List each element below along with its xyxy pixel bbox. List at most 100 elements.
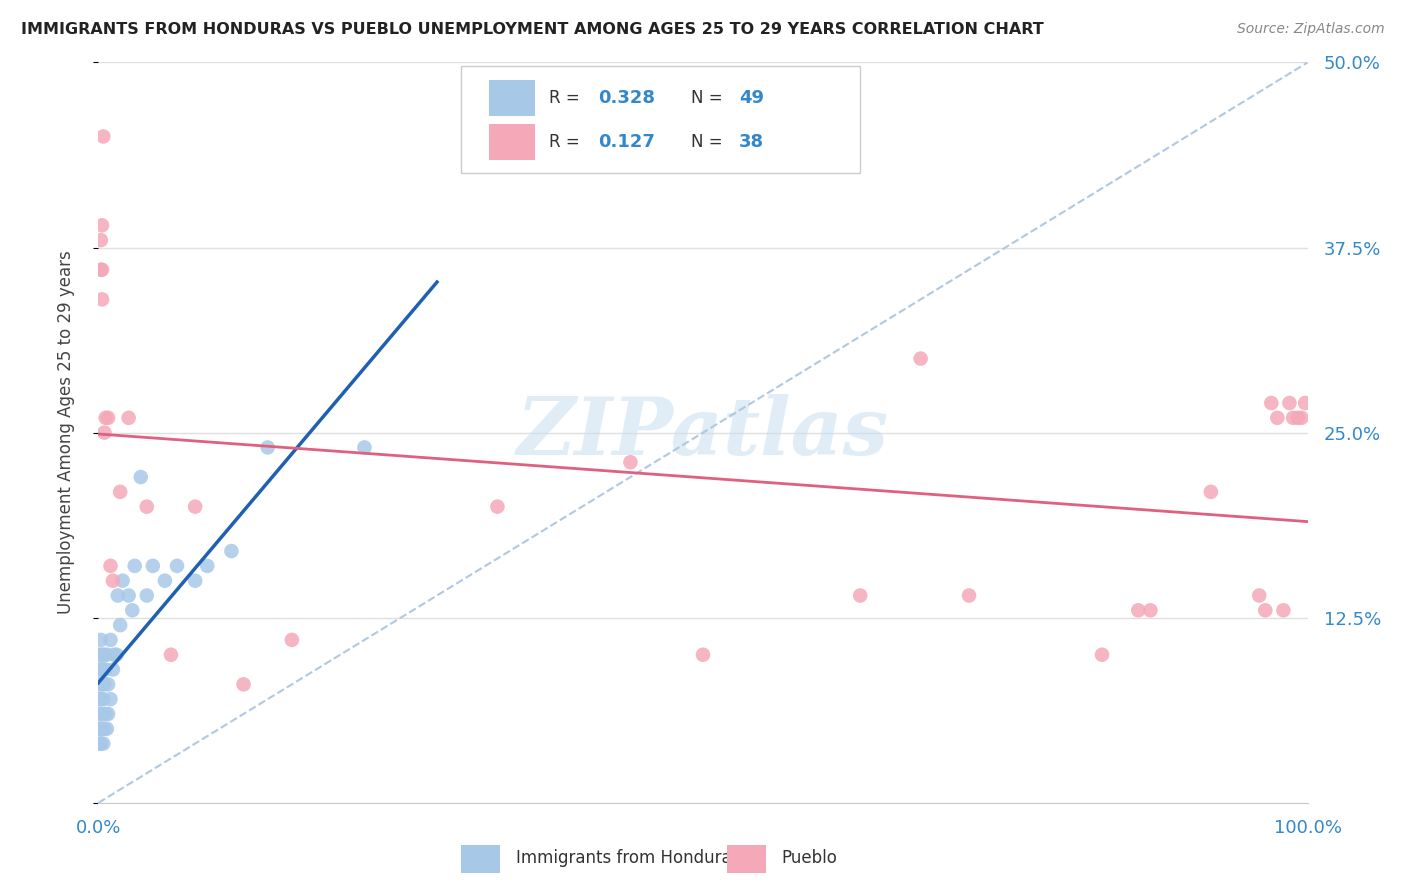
Point: [91, 262, 114, 277]
Point: [96, 648, 118, 662]
Point: [135, 500, 157, 514]
Point: [89, 648, 111, 662]
Text: IMMIGRANTS FROM HONDURAS VS PUEBLO UNEMPLOYMENT AMONG AGES 25 TO 29 YEARS CORREL: IMMIGRANTS FROM HONDURAS VS PUEBLO UNEMP…: [21, 22, 1043, 37]
Point: [486, 500, 509, 514]
Point: [1091, 648, 1114, 662]
Text: R =: R =: [550, 133, 585, 151]
Point: [1260, 396, 1282, 410]
Point: [1128, 603, 1150, 617]
Point: [90, 737, 112, 751]
Point: [111, 574, 134, 588]
Point: [1291, 410, 1313, 425]
Point: [1267, 410, 1289, 425]
Point: [353, 441, 375, 455]
Point: [100, 632, 122, 647]
Point: [619, 455, 641, 469]
Point: [107, 589, 129, 603]
Point: [910, 351, 932, 366]
Point: [97, 410, 120, 425]
FancyBboxPatch shape: [461, 845, 501, 873]
Text: N =: N =: [690, 89, 728, 107]
Point: [91, 737, 114, 751]
Point: [195, 558, 218, 573]
Point: [100, 558, 122, 573]
Point: [91, 648, 114, 662]
Point: [94, 706, 117, 721]
Text: 0.328: 0.328: [598, 89, 655, 107]
Point: [160, 648, 183, 662]
Point: [849, 589, 872, 603]
Point: [124, 558, 146, 573]
Point: [118, 589, 141, 603]
Point: [89, 706, 111, 721]
Point: [184, 500, 207, 514]
Point: [96, 722, 118, 736]
Point: [1282, 410, 1305, 425]
Point: [100, 692, 122, 706]
Point: [90, 663, 112, 677]
Point: [89, 677, 111, 691]
Point: [1286, 410, 1309, 425]
FancyBboxPatch shape: [489, 80, 534, 116]
Point: [89, 692, 111, 706]
Point: [232, 677, 254, 691]
Point: [91, 706, 114, 721]
Y-axis label: Unemployment Among Ages 25 to 29 years: Unemployment Among Ages 25 to 29 years: [56, 251, 75, 615]
Point: [93, 648, 115, 662]
Point: [101, 574, 124, 588]
Point: [1249, 589, 1271, 603]
Point: [118, 410, 141, 425]
Point: [101, 663, 124, 677]
Point: [108, 484, 131, 499]
Text: Immigrants from Honduras: Immigrants from Honduras: [516, 849, 740, 867]
Point: [90, 233, 112, 247]
Point: [1294, 396, 1316, 410]
Point: [94, 410, 117, 425]
Point: [1199, 484, 1222, 499]
Point: [1139, 603, 1161, 617]
Text: 38: 38: [740, 133, 765, 151]
Point: [89, 722, 111, 736]
Point: [91, 663, 114, 677]
Point: [90, 262, 112, 277]
Point: [94, 663, 117, 677]
Point: [90, 632, 112, 647]
Point: [93, 425, 115, 440]
Point: [256, 441, 278, 455]
Point: [121, 603, 143, 617]
Text: R =: R =: [550, 89, 585, 107]
Point: [142, 558, 165, 573]
Text: Pueblo: Pueblo: [782, 849, 838, 867]
Point: [91, 129, 114, 144]
Point: [90, 692, 112, 706]
Point: [91, 722, 114, 736]
Point: [91, 293, 114, 307]
Point: [1254, 603, 1277, 617]
Point: [93, 677, 115, 691]
Point: [153, 574, 176, 588]
Point: [129, 470, 152, 484]
Point: [97, 706, 120, 721]
Point: [89, 663, 111, 677]
Point: [91, 677, 114, 691]
Point: [166, 558, 188, 573]
FancyBboxPatch shape: [461, 66, 860, 173]
Point: [1272, 603, 1295, 617]
Text: ZIPatlas: ZIPatlas: [517, 394, 889, 471]
FancyBboxPatch shape: [489, 124, 534, 160]
Point: [91, 692, 114, 706]
Point: [1278, 396, 1301, 410]
Point: [221, 544, 243, 558]
Text: N =: N =: [690, 133, 728, 151]
Point: [97, 677, 120, 691]
Text: Source: ZipAtlas.com: Source: ZipAtlas.com: [1237, 22, 1385, 37]
Point: [93, 722, 115, 736]
Text: 0.127: 0.127: [598, 133, 655, 151]
Point: [103, 648, 125, 662]
FancyBboxPatch shape: [727, 845, 766, 873]
Point: [91, 219, 114, 233]
Point: [135, 589, 157, 603]
Point: [184, 574, 207, 588]
Point: [89, 737, 111, 751]
Text: 49: 49: [740, 89, 765, 107]
